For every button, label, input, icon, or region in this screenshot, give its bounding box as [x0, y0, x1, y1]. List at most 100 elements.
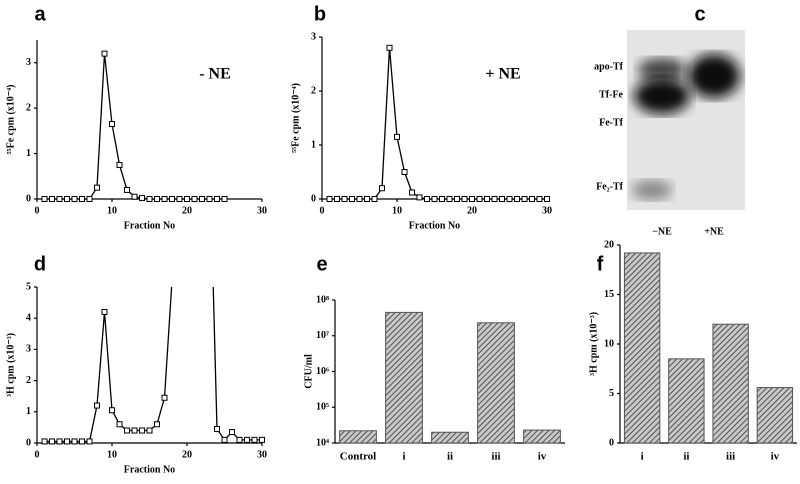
y-tick-label: 5 — [26, 281, 31, 292]
x-tick-label: iii — [726, 451, 735, 463]
y-tick-label: 10 — [604, 338, 614, 349]
point — [184, 196, 190, 202]
point — [221, 436, 228, 443]
point — [394, 133, 400, 140]
y-tick-label: 2 — [26, 102, 31, 113]
point — [56, 438, 63, 445]
point — [185, 66, 190, 71]
y-tick-label: 2 — [26, 375, 31, 386]
point — [371, 196, 378, 202]
bar — [623, 252, 661, 444]
point — [101, 308, 108, 315]
point — [161, 196, 168, 202]
panel-letter: c — [694, 3, 705, 25]
point — [214, 425, 220, 432]
y-tick-label: 0 — [609, 437, 614, 448]
annotation: + NE — [485, 66, 520, 83]
y-tick-label: 20 — [604, 239, 614, 250]
point — [192, 66, 197, 71]
point — [379, 185, 385, 192]
y-tick-label: 3 — [26, 57, 31, 68]
gel-image — [627, 30, 745, 210]
y-tick-label: 10⁸ — [316, 294, 329, 305]
y-axis-label: ⁵⁵Fe cpm (x10⁻⁴) — [290, 83, 301, 153]
x-tick-label: iii — [491, 451, 500, 463]
bar — [385, 311, 423, 444]
point — [170, 278, 175, 283]
y-tick-label: 1 — [311, 139, 316, 150]
plot-area — [41, 50, 228, 202]
point — [101, 50, 108, 57]
y-axis-label: ³H cpm (x10⁻³) — [588, 312, 599, 376]
y-tick-label: 0 — [26, 437, 31, 448]
point — [334, 196, 340, 202]
point — [109, 121, 115, 128]
point — [109, 407, 115, 414]
point — [461, 196, 468, 202]
y-tick-label: 0 — [311, 193, 316, 204]
x-tick-label: iv — [538, 451, 547, 463]
point — [544, 196, 550, 202]
point — [139, 427, 145, 434]
point — [386, 44, 393, 51]
bar — [756, 387, 794, 444]
point — [64, 196, 70, 202]
point — [536, 196, 543, 202]
point — [214, 196, 220, 202]
point — [64, 438, 70, 445]
y-tick-label: 3 — [26, 344, 31, 355]
point — [79, 196, 85, 202]
band-label: Tf-Fe — [599, 89, 623, 100]
x-tick-label: 30 — [542, 205, 552, 216]
y-tick-label: 10⁵ — [316, 402, 329, 413]
point — [259, 436, 265, 443]
point — [469, 196, 475, 202]
x-tick-label: 0 — [35, 449, 40, 460]
y-tick-label: 4 — [26, 312, 31, 323]
x-axis-label: Fraction No — [124, 464, 175, 475]
point — [514, 196, 520, 202]
point — [349, 196, 355, 202]
point — [506, 196, 513, 202]
point — [161, 394, 168, 401]
point — [154, 421, 160, 428]
point — [124, 427, 130, 434]
x-tick-label: 10 — [107, 449, 117, 460]
y-tick-label: 1 — [26, 406, 31, 417]
point — [416, 194, 423, 201]
y-tick-label: 15 — [604, 289, 614, 300]
lane-label: +NE — [704, 226, 724, 237]
point — [521, 196, 528, 202]
point — [86, 196, 93, 202]
x-tick-label: ii — [683, 451, 689, 463]
point — [131, 427, 138, 434]
panel-letter: a — [34, 3, 46, 25]
point — [529, 196, 535, 202]
point — [71, 438, 78, 445]
point — [236, 436, 243, 443]
x-tick-label: 0 — [320, 205, 325, 216]
x-tick-label: Control — [340, 451, 376, 463]
point — [79, 438, 85, 445]
y-tick-label: 5 — [609, 388, 614, 399]
point — [244, 436, 250, 443]
x-tick-label: 10 — [107, 205, 117, 216]
y-tick-label: 3 — [311, 31, 316, 42]
bar — [431, 431, 469, 444]
point — [207, 144, 212, 149]
point — [364, 196, 370, 202]
x-tick-label: iv — [771, 451, 780, 463]
point — [424, 196, 430, 202]
x-tick-label: 0 — [35, 205, 40, 216]
point — [116, 421, 123, 428]
panel-letter: b — [314, 3, 326, 25]
y-tick-label: 1 — [26, 148, 31, 159]
y-axis-label: ⁵⁵Fe cpm (x10⁻⁴) — [5, 85, 16, 155]
point — [154, 196, 160, 202]
y-tick-label: 2 — [311, 85, 316, 96]
point — [401, 169, 408, 175]
x-axis-label: Fraction No — [409, 220, 460, 231]
band-label: apo-Tf — [594, 61, 624, 72]
panel-letter: d — [34, 253, 46, 275]
